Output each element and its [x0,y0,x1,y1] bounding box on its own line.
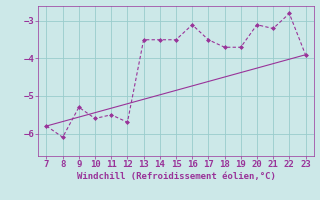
X-axis label: Windchill (Refroidissement éolien,°C): Windchill (Refroidissement éolien,°C) [76,172,276,181]
